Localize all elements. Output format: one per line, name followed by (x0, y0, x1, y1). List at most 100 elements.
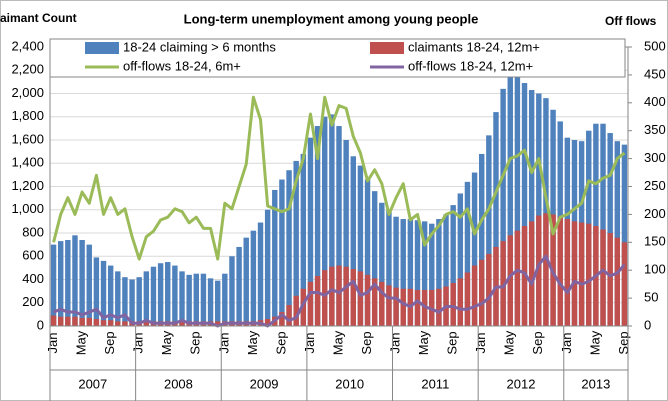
bar (243, 237, 249, 326)
bar (272, 189, 278, 326)
y-tick-label: 1,600 (11, 131, 44, 146)
x-tick-label: Sep (445, 331, 460, 354)
bar (286, 305, 292, 326)
bar (486, 135, 492, 326)
legend-label: off-flows 18-24, 6m+ (123, 58, 241, 73)
bar (293, 295, 299, 326)
bar (443, 214, 449, 326)
bar (279, 312, 285, 326)
bar (457, 278, 464, 326)
bar (479, 153, 485, 326)
bar (493, 112, 499, 326)
bar (72, 235, 78, 326)
x-tick-label: Jan (45, 333, 60, 354)
bar (621, 242, 628, 326)
y-tick-label: 2,400 (11, 38, 44, 53)
chart-title: Long-term unemployment among young peopl… (184, 11, 479, 26)
x-tick-label: May (502, 330, 517, 355)
bar (386, 209, 392, 326)
group-label: 2012 (507, 376, 536, 391)
bar (364, 179, 371, 326)
bar (229, 256, 235, 326)
bar (50, 315, 57, 326)
bar (193, 273, 199, 326)
bar (350, 156, 356, 326)
bar (400, 288, 406, 326)
bar (436, 219, 442, 326)
x-tick-label: Sep (616, 331, 631, 354)
group-label: 2010 (335, 376, 364, 391)
bar (322, 270, 328, 326)
bar (107, 265, 114, 326)
bar (536, 215, 542, 326)
bar (100, 260, 107, 326)
y2-axis-title: Off flows (605, 14, 657, 28)
bar (450, 205, 456, 326)
y2-tick-label: 150 (644, 234, 666, 249)
bar (514, 74, 521, 327)
bar (528, 90, 535, 326)
bar (593, 123, 599, 326)
legend-label: off-flows 18-24, 12m+ (408, 58, 533, 73)
x-tick-label: Jan (559, 333, 574, 354)
bar (371, 191, 378, 326)
legend-box (49, 38, 626, 78)
y2-tick-label: 50 (644, 290, 658, 305)
bar (200, 273, 207, 326)
legend-label: 18-24 claiming > 6 months (123, 39, 276, 54)
bar (57, 241, 64, 326)
bar (507, 76, 513, 326)
legend-swatch (370, 42, 404, 54)
y2-tick-label: 300 (644, 150, 666, 165)
bar (329, 114, 335, 326)
bar (279, 179, 285, 326)
bar (122, 321, 128, 326)
y-tick-label: 200 (22, 294, 44, 309)
bar (157, 263, 164, 326)
bar (222, 273, 228, 326)
group-label: 2011 (421, 376, 449, 391)
bar (322, 116, 328, 326)
bar (343, 140, 349, 326)
bar (421, 221, 428, 326)
bar (264, 209, 271, 326)
bar (379, 281, 385, 326)
y-tick-label: 0 (37, 317, 44, 332)
bar (50, 244, 57, 326)
x-tick-label: Sep (530, 331, 545, 354)
bar (543, 98, 549, 327)
bar (450, 282, 456, 326)
bar (500, 241, 506, 326)
bar (486, 253, 492, 326)
bar (350, 269, 356, 326)
bar (172, 265, 178, 326)
bar (600, 229, 606, 326)
bar (179, 271, 185, 326)
bar (129, 279, 135, 326)
bar (571, 221, 578, 326)
bar (386, 285, 392, 326)
x-tick-label: Jan (216, 333, 231, 354)
x-tick-label: Sep (102, 331, 117, 354)
bar (600, 123, 606, 326)
legend-swatch (85, 42, 119, 54)
bar (136, 277, 142, 326)
bar (500, 88, 506, 326)
bar (471, 265, 478, 326)
y2-tick-label: 500 (644, 38, 666, 53)
bar (371, 278, 378, 326)
y-tick-label: 400 (22, 271, 44, 286)
bar (264, 319, 271, 326)
x-tick-label: Jan (388, 333, 403, 354)
bar (214, 280, 221, 326)
group-label: 2007 (78, 376, 107, 391)
line (53, 254, 626, 328)
bar (607, 133, 613, 326)
bar (65, 239, 71, 326)
y-tick-label: 1,400 (11, 155, 44, 170)
bar (407, 219, 414, 326)
x-tick-label: May (587, 330, 602, 355)
bar (107, 320, 114, 326)
group-label: 2009 (250, 376, 279, 391)
bar (122, 277, 128, 326)
